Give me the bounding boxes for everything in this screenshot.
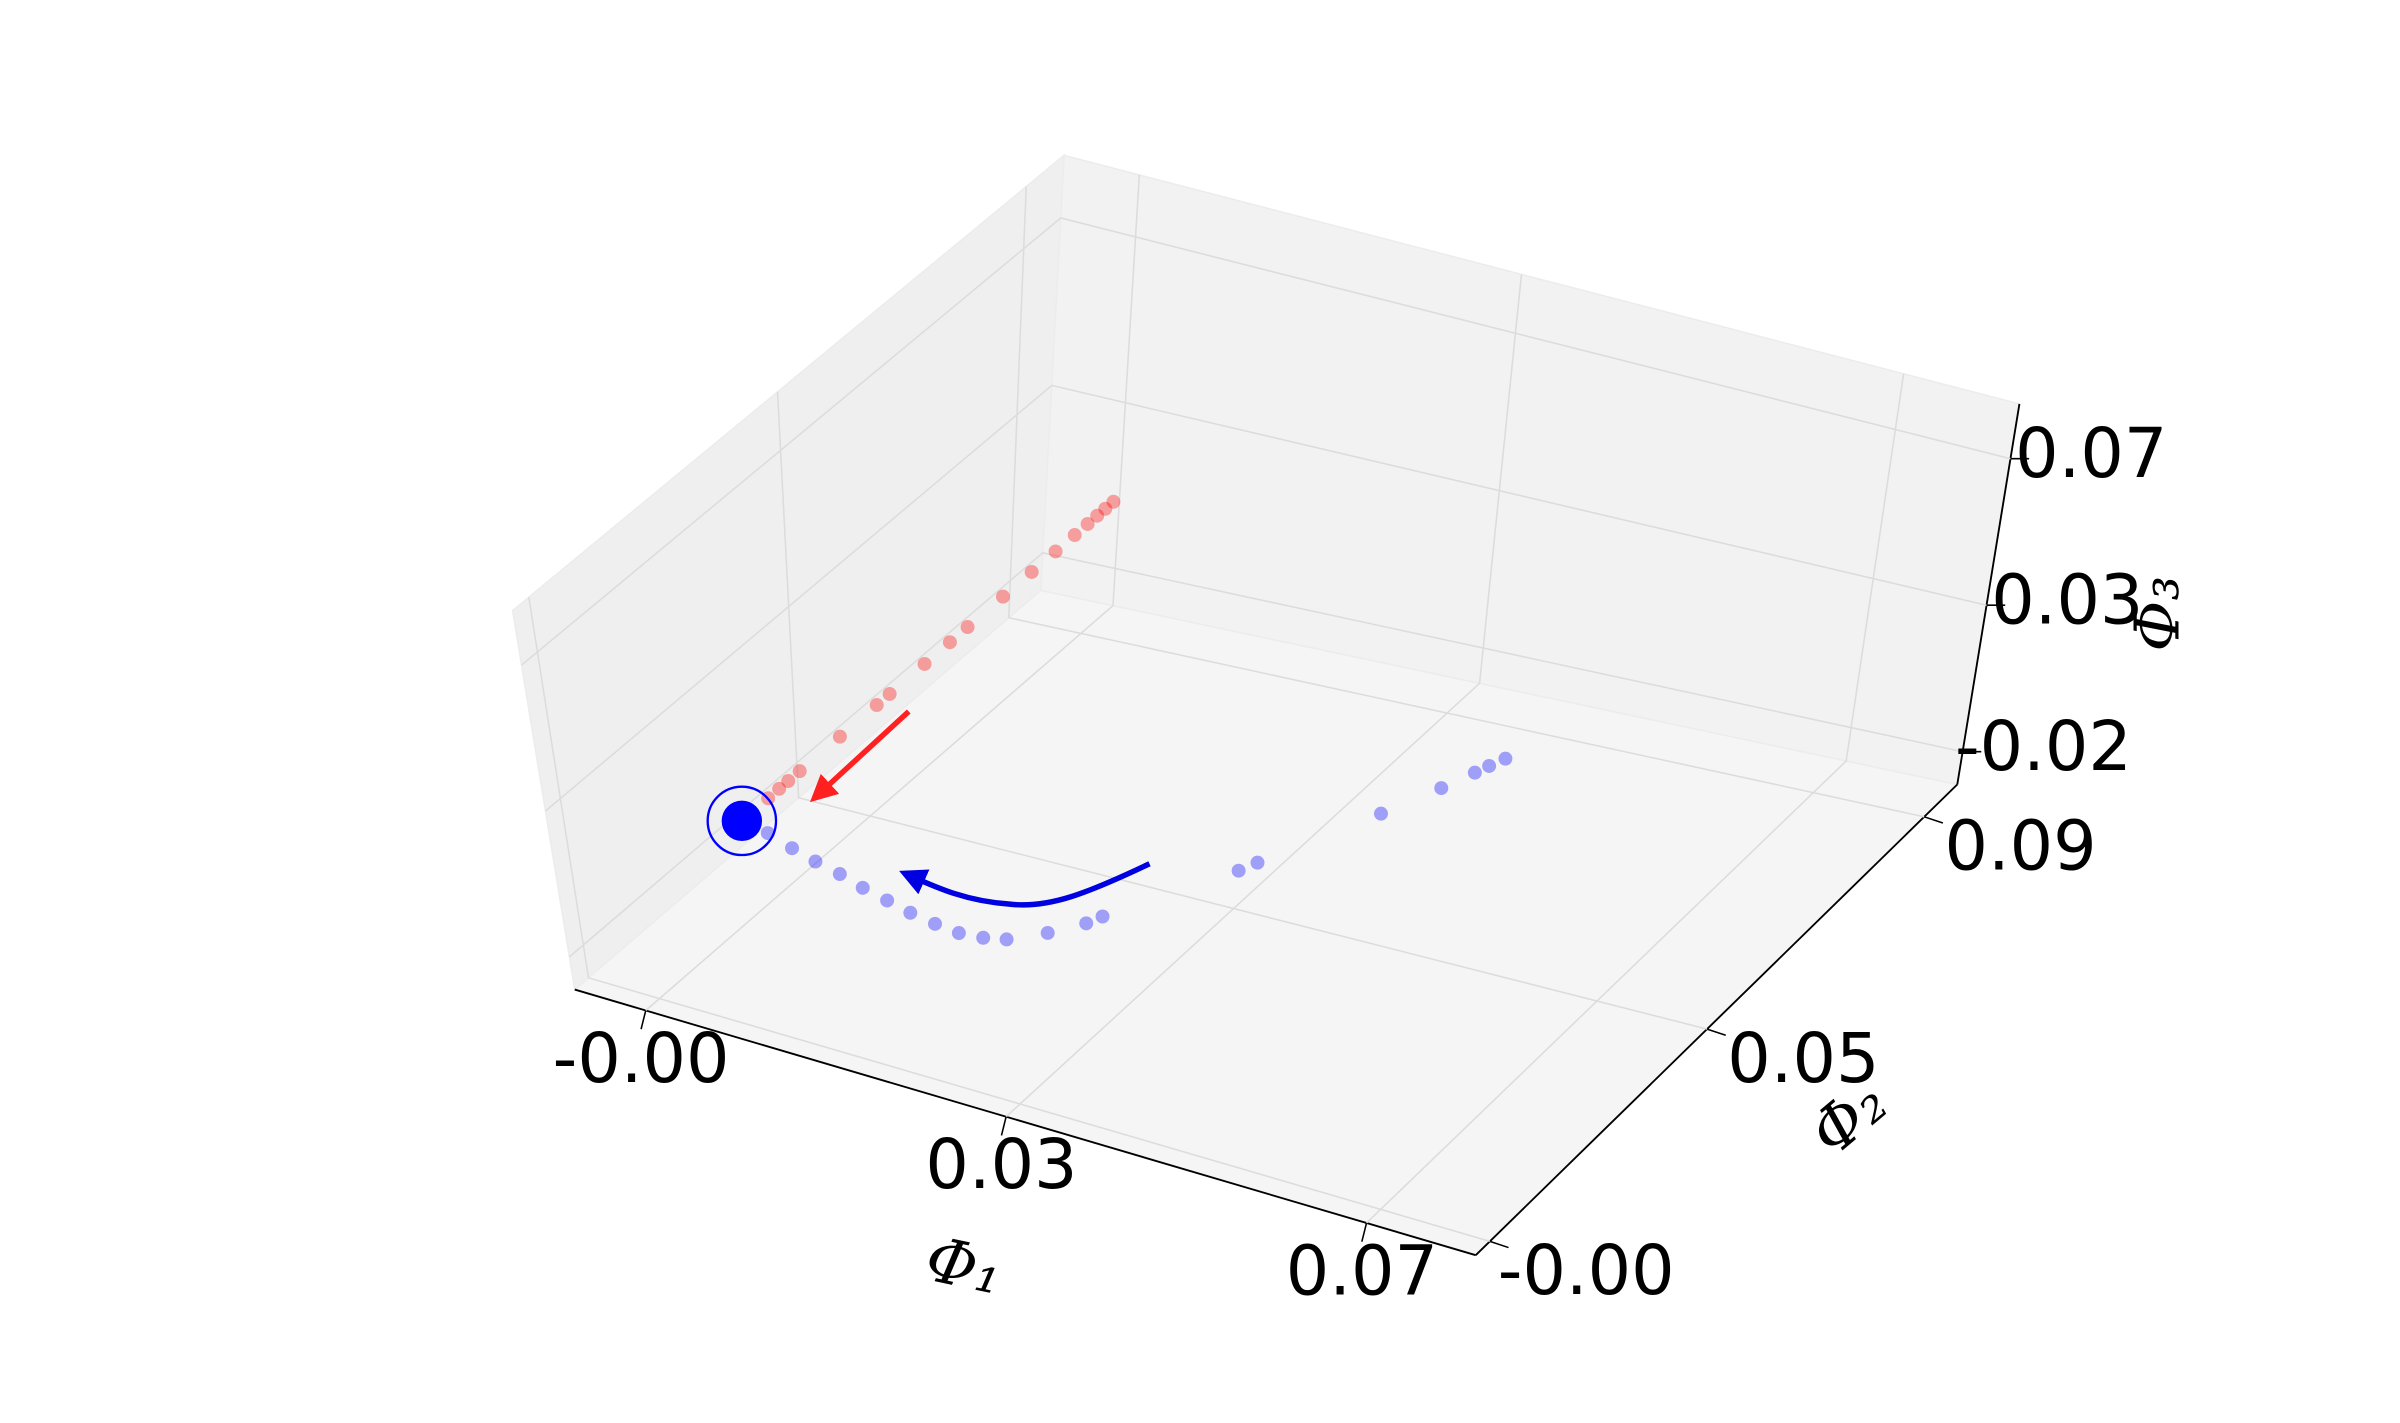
z-axis-title: Φ₃ [2120, 576, 2193, 652]
x-tick-label: -0.00 [553, 1020, 730, 1099]
point [869, 698, 884, 713]
point [1467, 765, 1482, 780]
y-tick-label: 0.05 [1727, 1020, 1879, 1099]
point [960, 620, 975, 635]
point [721, 800, 763, 842]
point [903, 905, 918, 920]
point [1498, 751, 1513, 766]
y-axis-line [1475, 783, 1958, 1256]
highlight-ring [706, 785, 778, 857]
y-tick-label: -0.00 [1498, 1232, 1675, 1311]
point [1080, 516, 1095, 531]
point [1434, 781, 1449, 796]
point [1090, 508, 1105, 523]
point [855, 880, 870, 895]
point [1079, 916, 1094, 931]
grid-line [1005, 274, 1523, 1118]
point [781, 774, 796, 788]
y-tick [1706, 1028, 1726, 1037]
grid-line [1007, 186, 1925, 818]
point [772, 781, 787, 796]
grid-line [528, 597, 1491, 1243]
x-tick [1361, 1222, 1368, 1242]
z-tick-label: 0.03 [1991, 562, 2143, 641]
point [951, 926, 966, 941]
point [880, 893, 895, 908]
point [995, 589, 1010, 604]
point [976, 930, 991, 945]
point [832, 729, 847, 744]
point [1095, 909, 1110, 924]
point [1373, 806, 1388, 821]
x-tick [640, 1010, 647, 1030]
z-tick-label: 0.07 [2015, 415, 2167, 494]
point [1098, 501, 1113, 516]
grid-line [776, 391, 1708, 1030]
point [1231, 863, 1246, 878]
red-arrow [809, 709, 911, 803]
grid-line [544, 384, 1987, 812]
x-tick [1000, 1116, 1007, 1136]
blue-arrow [899, 861, 1151, 908]
z-axis-line [1956, 403, 2021, 785]
point [999, 932, 1014, 947]
point [808, 854, 823, 869]
point [1250, 855, 1265, 870]
point [1024, 565, 1039, 579]
grid: -0.00 0.03 0.07 -0.00 0.05 0.09 -0.02 0.03 0.07 [521, 174, 2167, 1311]
point [1040, 925, 1055, 940]
x-tick-label: 0.07 [1286, 1232, 1438, 1311]
x-tick-label: 0.03 [925, 1126, 1077, 1205]
y-tick [1489, 1240, 1509, 1249]
panes [511, 153, 2021, 1257]
point [785, 841, 800, 856]
point [942, 635, 957, 650]
point [760, 826, 775, 841]
point [1482, 758, 1497, 773]
point [832, 867, 847, 882]
point [928, 916, 943, 931]
grid-line [1365, 373, 1905, 1224]
point [882, 686, 897, 701]
z-tick-label: -0.02 [1955, 708, 2132, 787]
y-tick-label: 0.09 [1944, 808, 2096, 887]
marks [706, 494, 1513, 947]
point [1067, 528, 1082, 543]
y-tick [1923, 816, 1944, 824]
point [792, 764, 807, 779]
x-axis-title: Φ₁ [920, 1222, 1009, 1309]
grid-line [521, 217, 2011, 666]
x-axis-line [574, 988, 1476, 1257]
grid-line [645, 174, 1141, 1012]
point [1048, 544, 1063, 559]
point [1106, 494, 1121, 509]
point [917, 656, 932, 671]
